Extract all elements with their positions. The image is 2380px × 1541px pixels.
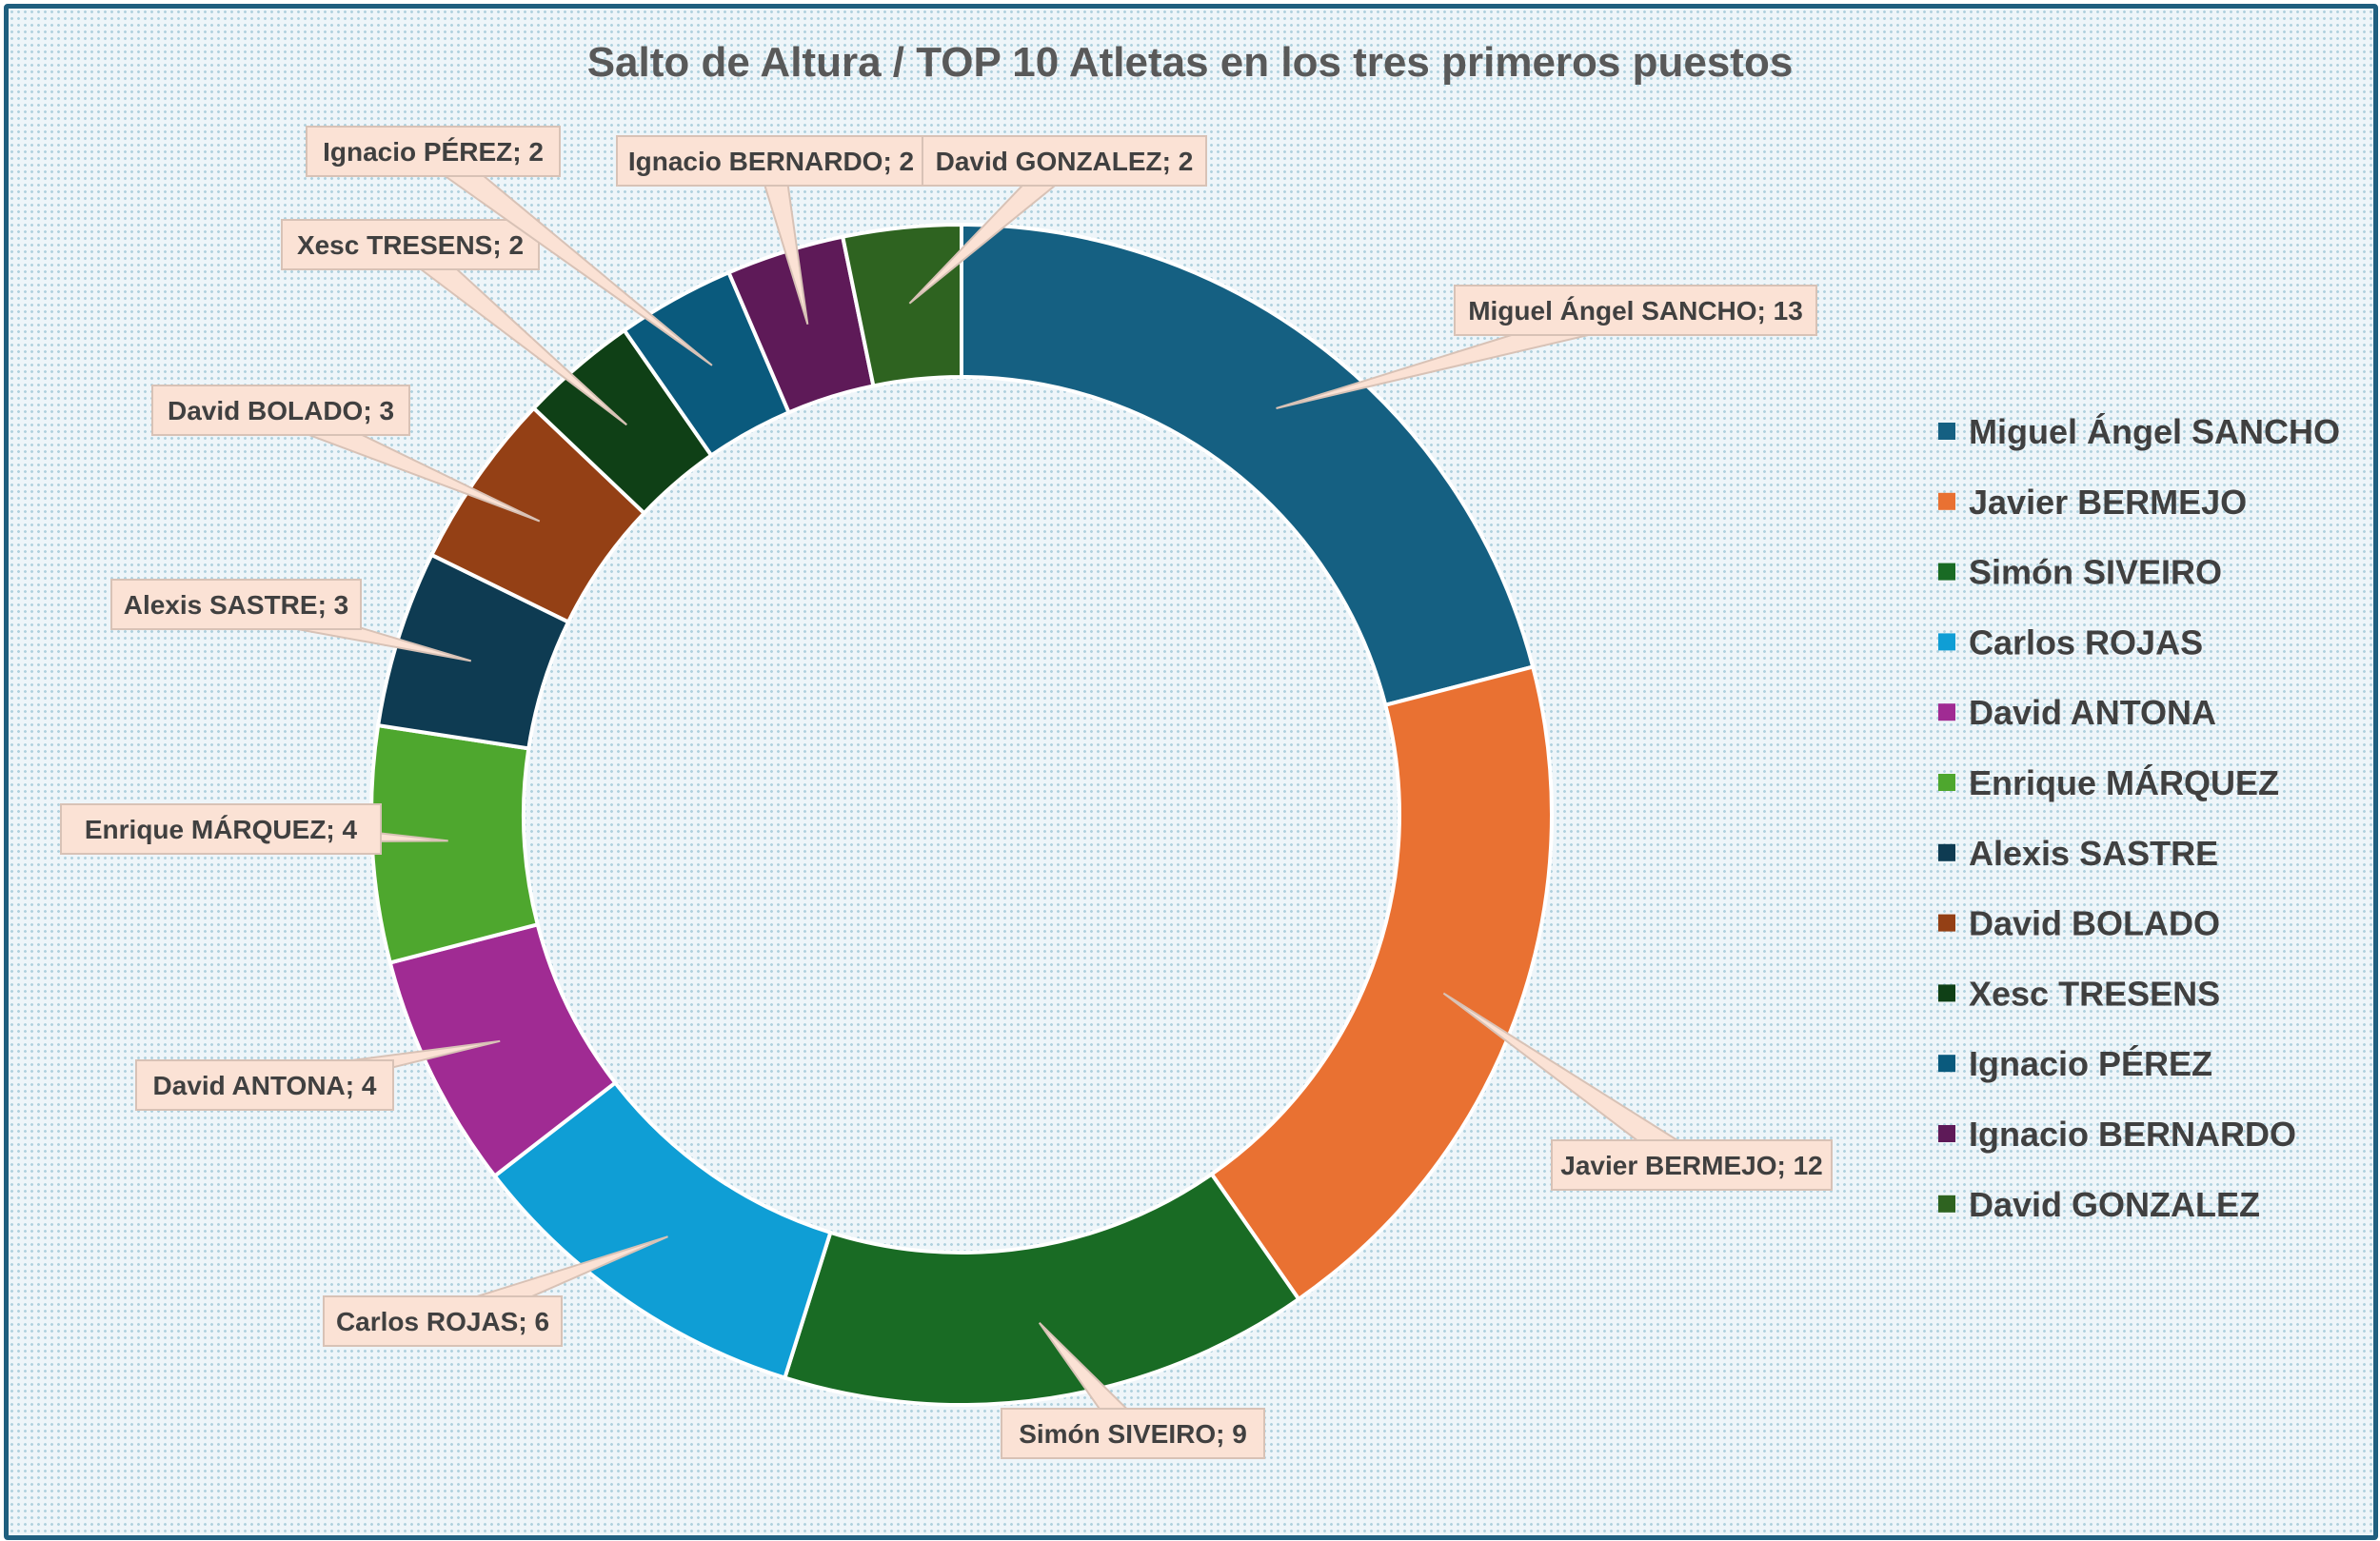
data-label-text: Simón SIVEIRO; 9: [1019, 1419, 1247, 1449]
callout-box-fill: [923, 137, 1205, 185]
data-label-ignacio-bernardo: Ignacio BERNARDO; 2: [616, 135, 926, 326]
data-labels: Miguel Ángel SANCHO; 13 Javier BERMEJO; 1…: [60, 126, 1833, 1459]
data-label-text: David ANTONA; 4: [153, 1071, 377, 1100]
callout-box-fill: [1002, 1410, 1263, 1457]
data-label-ignacio-perez: Ignacio PÉREZ; 2: [306, 126, 713, 366]
data-label-david-antona: David ANTONA; 4: [135, 1039, 501, 1111]
legend-item-ignacio-perez[interactable]: Ignacio PÉREZ: [1938, 1044, 2212, 1083]
legend-label: David GONZALEZ: [1969, 1185, 2260, 1224]
legend-swatch: [1938, 774, 1955, 791]
legend-label: Enrique MÁRQUEZ: [1969, 763, 2279, 802]
doughnut-slices: [369, 222, 1554, 1407]
legend-swatch: [1938, 703, 1955, 721]
legend-label: David BOLADO: [1969, 904, 2220, 943]
legend-label: Carlos ROJAS: [1969, 622, 2203, 662]
legend-swatch: [1938, 633, 1955, 651]
legend-item-enrique-marquez[interactable]: Enrique MÁRQUEZ: [1938, 763, 2279, 802]
legend-item-ignacio-bernardo[interactable]: Ignacio BERNARDO: [1938, 1115, 2296, 1154]
legend-item-alexis-sastre[interactable]: Alexis SASTRE: [1938, 834, 2218, 873]
legend-label: Xesc TRESENS: [1969, 974, 2220, 1013]
callout-box-fill: [325, 1297, 561, 1345]
legend-item-javier-bermejo[interactable]: Javier BERMEJO: [1938, 483, 2247, 522]
data-label-enrique-marquez: Enrique MÁRQUEZ; 4: [60, 803, 448, 855]
legend: Miguel Ángel SANCHO Javier BERMEJO Simón S…: [1938, 412, 2340, 1224]
data-label-carlos-rojas: Carlos ROJAS; 6: [323, 1235, 668, 1347]
legend-label: Simón SIVEIRO: [1969, 553, 2222, 592]
chart-title: Salto de Altura / TOP 10 Atletas en los …: [587, 39, 1794, 86]
data-label-text: Ignacio PÉREZ; 2: [323, 137, 544, 167]
callout-box-fill: [1456, 286, 1815, 334]
legend-label: Alexis SASTRE: [1969, 834, 2218, 873]
slice-miguel-angel-sancho[interactable]: [960, 222, 1536, 708]
data-label-simon-siveiro: Simón SIVEIRO; 9: [1001, 1322, 1265, 1459]
data-label-text: Xesc TRESENS; 2: [297, 230, 524, 260]
data-label-javier-bermejo: Javier BERMEJO; 12: [1442, 992, 1833, 1191]
legend-label: Javier BERMEJO: [1969, 483, 2247, 522]
slice-enrique-marquez[interactable]: [369, 722, 541, 965]
legend-swatch: [1938, 1055, 1955, 1073]
legend-swatch: [1938, 423, 1955, 440]
callout-box-fill: [1553, 1141, 1831, 1189]
data-label-text: David BOLADO; 3: [168, 396, 394, 425]
slice-javier-bermejo[interactable]: [1208, 664, 1554, 1302]
legend-swatch: [1938, 563, 1955, 581]
legend-item-simon-siveiro[interactable]: Simón SIVEIRO: [1938, 553, 2222, 592]
data-label-text: Javier BERMEJO; 12: [1560, 1151, 1822, 1180]
data-label-david-gonzalez: David GONZALEZ; 2: [908, 135, 1207, 305]
legend-swatch: [1938, 914, 1955, 932]
callout-box-fill: [283, 221, 538, 268]
legend-item-david-antona[interactable]: David ANTONA: [1938, 693, 2216, 732]
data-label-text: Carlos ROJAS; 6: [336, 1307, 549, 1336]
legend-item-david-gonzalez[interactable]: David GONZALEZ: [1938, 1185, 2260, 1224]
legend-swatch: [1938, 1125, 1955, 1142]
data-label-text: Alexis SASTRE; 3: [124, 590, 349, 620]
data-label-text: Enrique MÁRQUEZ; 4: [85, 815, 358, 844]
data-label-miguel-angel-sancho: Miguel Ángel SANCHO; 13: [1276, 285, 1817, 409]
legend-item-carlos-rojas[interactable]: Carlos ROJAS: [1938, 622, 2203, 662]
slice-david-gonzalez[interactable]: [840, 222, 963, 388]
legend-label: David ANTONA: [1969, 693, 2216, 732]
legend-item-miguel-angel-sancho[interactable]: Miguel Ángel SANCHO: [1938, 412, 2340, 451]
data-label-text: David GONZALEZ; 2: [936, 147, 1194, 176]
legend-label: Ignacio BERNARDO: [1969, 1115, 2296, 1154]
callout-box-fill: [62, 805, 380, 853]
data-label-david-bolado: David BOLADO; 3: [151, 385, 541, 523]
data-label-text: Ignacio BERNARDO; 2: [628, 147, 914, 176]
callout-box-fill: [153, 386, 408, 434]
callout-box-fill: [137, 1061, 392, 1109]
legend-swatch: [1938, 843, 1955, 861]
legend-label: Miguel Ángel SANCHO: [1969, 412, 2340, 451]
legend-item-xesc-tresens[interactable]: Xesc TRESENS: [1938, 974, 2220, 1013]
callout-box-fill: [112, 581, 360, 628]
slice-simon-siveiro[interactable]: [782, 1171, 1301, 1407]
data-label-xesc-tresens: Xesc TRESENS; 2: [281, 219, 627, 426]
legend-label: Ignacio PÉREZ: [1969, 1044, 2212, 1083]
legend-swatch: [1938, 492, 1955, 510]
legend-swatch: [1938, 1195, 1955, 1213]
data-label-alexis-sastre: Alexis SASTRE; 3: [110, 579, 472, 662]
data-label-text: Miguel Ángel SANCHO; 13: [1468, 296, 1803, 326]
legend-swatch: [1938, 984, 1955, 1002]
callout-box-fill: [618, 137, 924, 185]
callout-box-fill: [307, 128, 559, 175]
legend-item-david-bolado[interactable]: David BOLADO: [1938, 904, 2220, 943]
